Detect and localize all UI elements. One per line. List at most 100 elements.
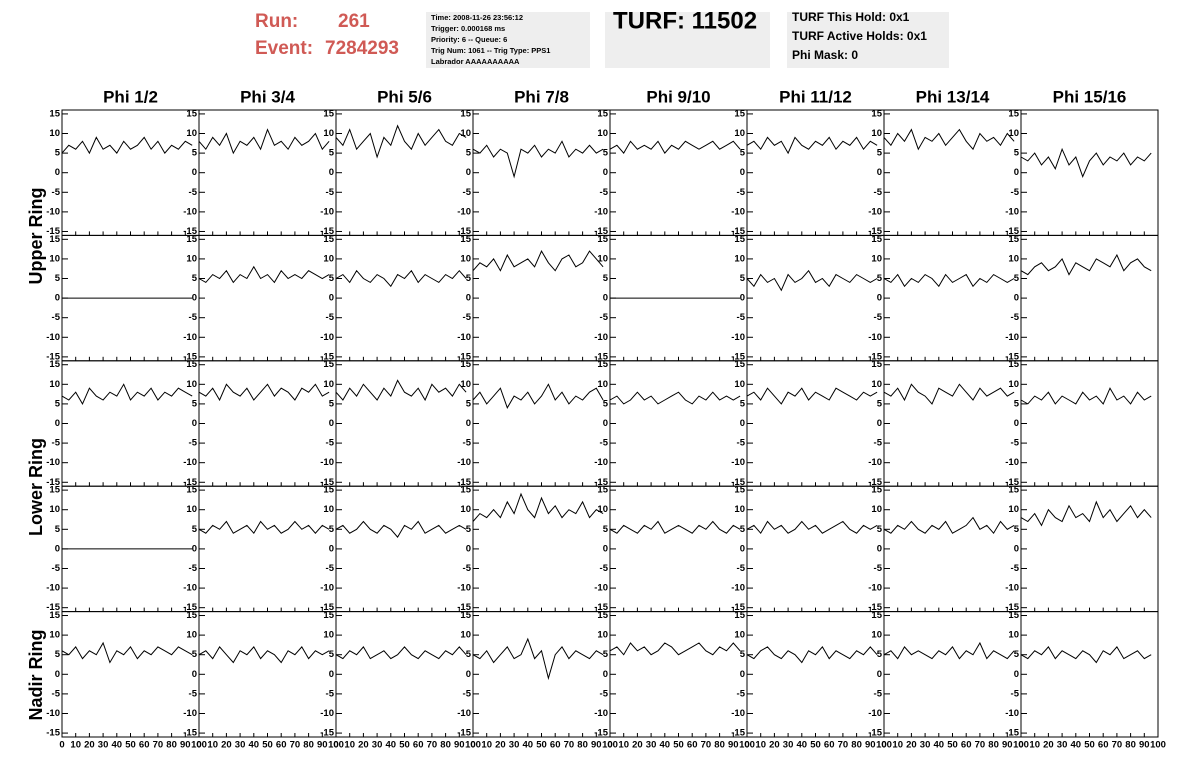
y-tick-label: -5	[189, 312, 198, 323]
waveform	[883, 641, 1015, 660]
waveform	[746, 387, 878, 405]
x-tick-label: 90	[317, 740, 328, 751]
y-tick-label: 15	[460, 234, 471, 245]
y-tick-label: 5	[877, 524, 883, 535]
y-tick-label: 0	[1014, 669, 1019, 680]
panel-frame	[472, 360, 611, 487]
y-tick-label: 10	[323, 630, 334, 641]
waveform	[883, 128, 1015, 151]
y-tick-label: 5	[1014, 649, 1020, 660]
y-tick-label: 15	[460, 108, 471, 119]
y-tick-label: 5	[55, 649, 61, 660]
waveform	[335, 124, 467, 159]
panel-frame	[746, 360, 885, 487]
y-tick-label: -10	[868, 332, 882, 343]
turf-info-box	[787, 12, 949, 68]
y-tick-label: 10	[734, 379, 745, 390]
y-tick-label: -5	[326, 563, 335, 574]
x-tick-label: 40	[797, 740, 808, 751]
y-tick-label: 5	[55, 273, 61, 284]
x-tick-label: 40	[386, 740, 397, 751]
y-tick-label: 10	[49, 128, 60, 139]
y-tick-label: -15	[183, 602, 197, 613]
x-tick-label: 40	[934, 740, 945, 751]
y-tick-label: -10	[46, 206, 60, 217]
y-tick-label: -15	[868, 226, 882, 237]
y-tick-label: 0	[329, 669, 334, 680]
y-tick-label: -10	[868, 206, 882, 217]
y-tick-label: -5	[874, 688, 883, 699]
y-tick-label: 5	[329, 398, 335, 409]
y-tick-label: -15	[46, 477, 60, 488]
column-title: Phi 11/12	[779, 87, 852, 106]
panel-frame	[883, 109, 1022, 236]
y-tick-label: -5	[326, 688, 335, 699]
x-tick-label: 80	[440, 740, 451, 751]
y-tick-label: 10	[597, 128, 608, 139]
x-tick-label: 30	[235, 740, 246, 751]
waveform	[1020, 500, 1152, 527]
y-tick-label: 10	[460, 504, 471, 515]
y-tick-label: -15	[46, 351, 60, 362]
y-tick-label: 0	[877, 293, 882, 304]
y-tick-label: 0	[877, 418, 882, 429]
waveform	[1020, 646, 1152, 664]
y-tick-label: -10	[594, 708, 608, 719]
y-tick-label: 10	[734, 253, 745, 264]
y-tick-label: 5	[55, 398, 61, 409]
column-title: Phi 7/8	[514, 87, 569, 106]
waveform	[335, 379, 467, 402]
y-tick-label: -5	[1011, 187, 1020, 198]
panel-frame	[609, 360, 748, 487]
y-tick-label: 5	[329, 524, 335, 535]
y-tick-label: -5	[1011, 438, 1020, 449]
y-tick-label: -5	[189, 688, 198, 699]
y-tick-label: -5	[326, 187, 335, 198]
x-tick-label: 90	[591, 740, 602, 751]
y-tick-label: -10	[731, 708, 745, 719]
y-tick-label: 15	[597, 234, 608, 245]
y-tick-label: 0	[192, 293, 197, 304]
y-tick-label: -15	[731, 351, 745, 362]
x-tick-label: 100	[328, 740, 344, 751]
panel-frame	[1020, 485, 1159, 613]
y-tick-label: 5	[192, 398, 198, 409]
y-tick-label: 15	[597, 108, 608, 119]
info-line: Priority: 6 -- Queue: 6	[431, 35, 507, 44]
waveform	[198, 265, 330, 284]
y-tick-label: -5	[600, 187, 609, 198]
y-tick-label: 15	[871, 610, 882, 621]
x-tick-label: 90	[728, 740, 739, 751]
y-tick-label: 10	[597, 253, 608, 264]
x-tick-label: 0	[333, 740, 338, 751]
y-tick-label: 5	[466, 649, 472, 660]
x-tick-label: 30	[1057, 740, 1068, 751]
y-tick-label: -5	[1011, 312, 1020, 323]
y-tick-label: -15	[457, 728, 471, 739]
y-tick-label: -15	[594, 477, 608, 488]
y-tick-label: 5	[466, 273, 472, 284]
y-tick-label: 15	[1008, 234, 1019, 245]
y-tick-label: -10	[457, 206, 471, 217]
waveform	[609, 391, 741, 405]
y-tick-label: 10	[323, 379, 334, 390]
y-tick-label: -5	[874, 563, 883, 574]
y-tick-label: 5	[603, 148, 609, 159]
y-tick-label: 0	[740, 669, 745, 680]
x-tick-label: 20	[906, 740, 917, 751]
y-tick-label: -5	[600, 688, 609, 699]
row-title: Nadir Ring	[26, 629, 46, 720]
y-tick-label: 10	[460, 379, 471, 390]
panel-frame	[198, 234, 337, 362]
y-tick-label: 5	[466, 524, 472, 535]
y-tick-label: 0	[55, 669, 60, 680]
y-tick-label: -10	[594, 206, 608, 217]
waveform	[883, 273, 1015, 288]
y-tick-label: 10	[734, 630, 745, 641]
column-title: Phi 13/14	[916, 87, 990, 106]
x-tick-label: 10	[481, 740, 492, 751]
turf-info: TURF This Hold: 0x1	[792, 10, 910, 24]
x-tick-label: 90	[865, 740, 876, 751]
y-tick-label: 15	[49, 485, 60, 496]
y-tick-label: 15	[186, 359, 197, 370]
